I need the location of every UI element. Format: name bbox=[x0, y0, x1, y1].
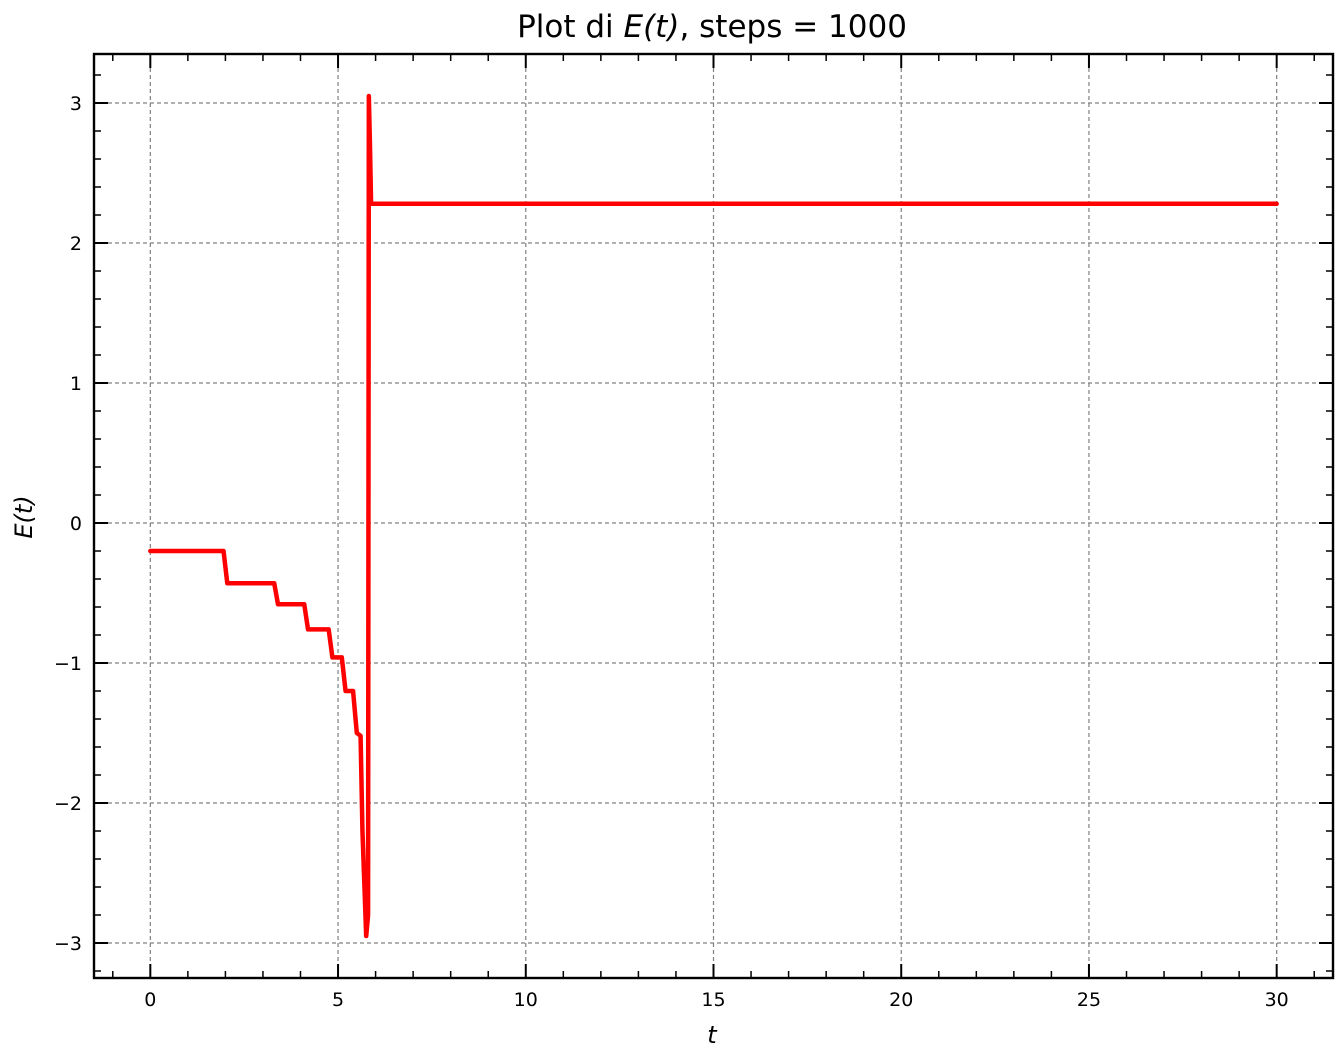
plot-frame bbox=[92, 52, 1335, 980]
y-tick-label: −2 bbox=[54, 793, 82, 815]
y-axis-label: E(t) bbox=[10, 495, 38, 538]
series-line-0 bbox=[148, 93, 1279, 939]
x-tick-label: 15 bbox=[701, 989, 725, 1011]
x-tick-label: 0 bbox=[144, 989, 156, 1011]
x-tick-label: 25 bbox=[1077, 989, 1101, 1011]
grid-layer bbox=[94, 54, 1333, 978]
x-tick-label: 20 bbox=[889, 989, 913, 1011]
y-tick-label: 2 bbox=[70, 233, 82, 255]
y-tick-label: 0 bbox=[70, 513, 82, 535]
x-tick-label: 5 bbox=[332, 989, 344, 1011]
y-tick-label: −3 bbox=[54, 933, 82, 955]
y-tick-label: −1 bbox=[54, 653, 82, 675]
tick-label-layer: 0 5 10 15 20 25 30 −3 −2 −1 0 1 2 3 bbox=[54, 93, 1289, 1011]
x-tick-label: 30 bbox=[1265, 989, 1289, 1011]
y-tick-label: 1 bbox=[70, 373, 82, 395]
x-tick-label: 10 bbox=[514, 989, 538, 1011]
chart-title: Plot di E(t), steps = 1000 bbox=[517, 9, 907, 45]
x-axis-label: t bbox=[707, 1021, 718, 1049]
y-tick-label: 3 bbox=[70, 93, 82, 115]
series-layer bbox=[148, 93, 1279, 939]
